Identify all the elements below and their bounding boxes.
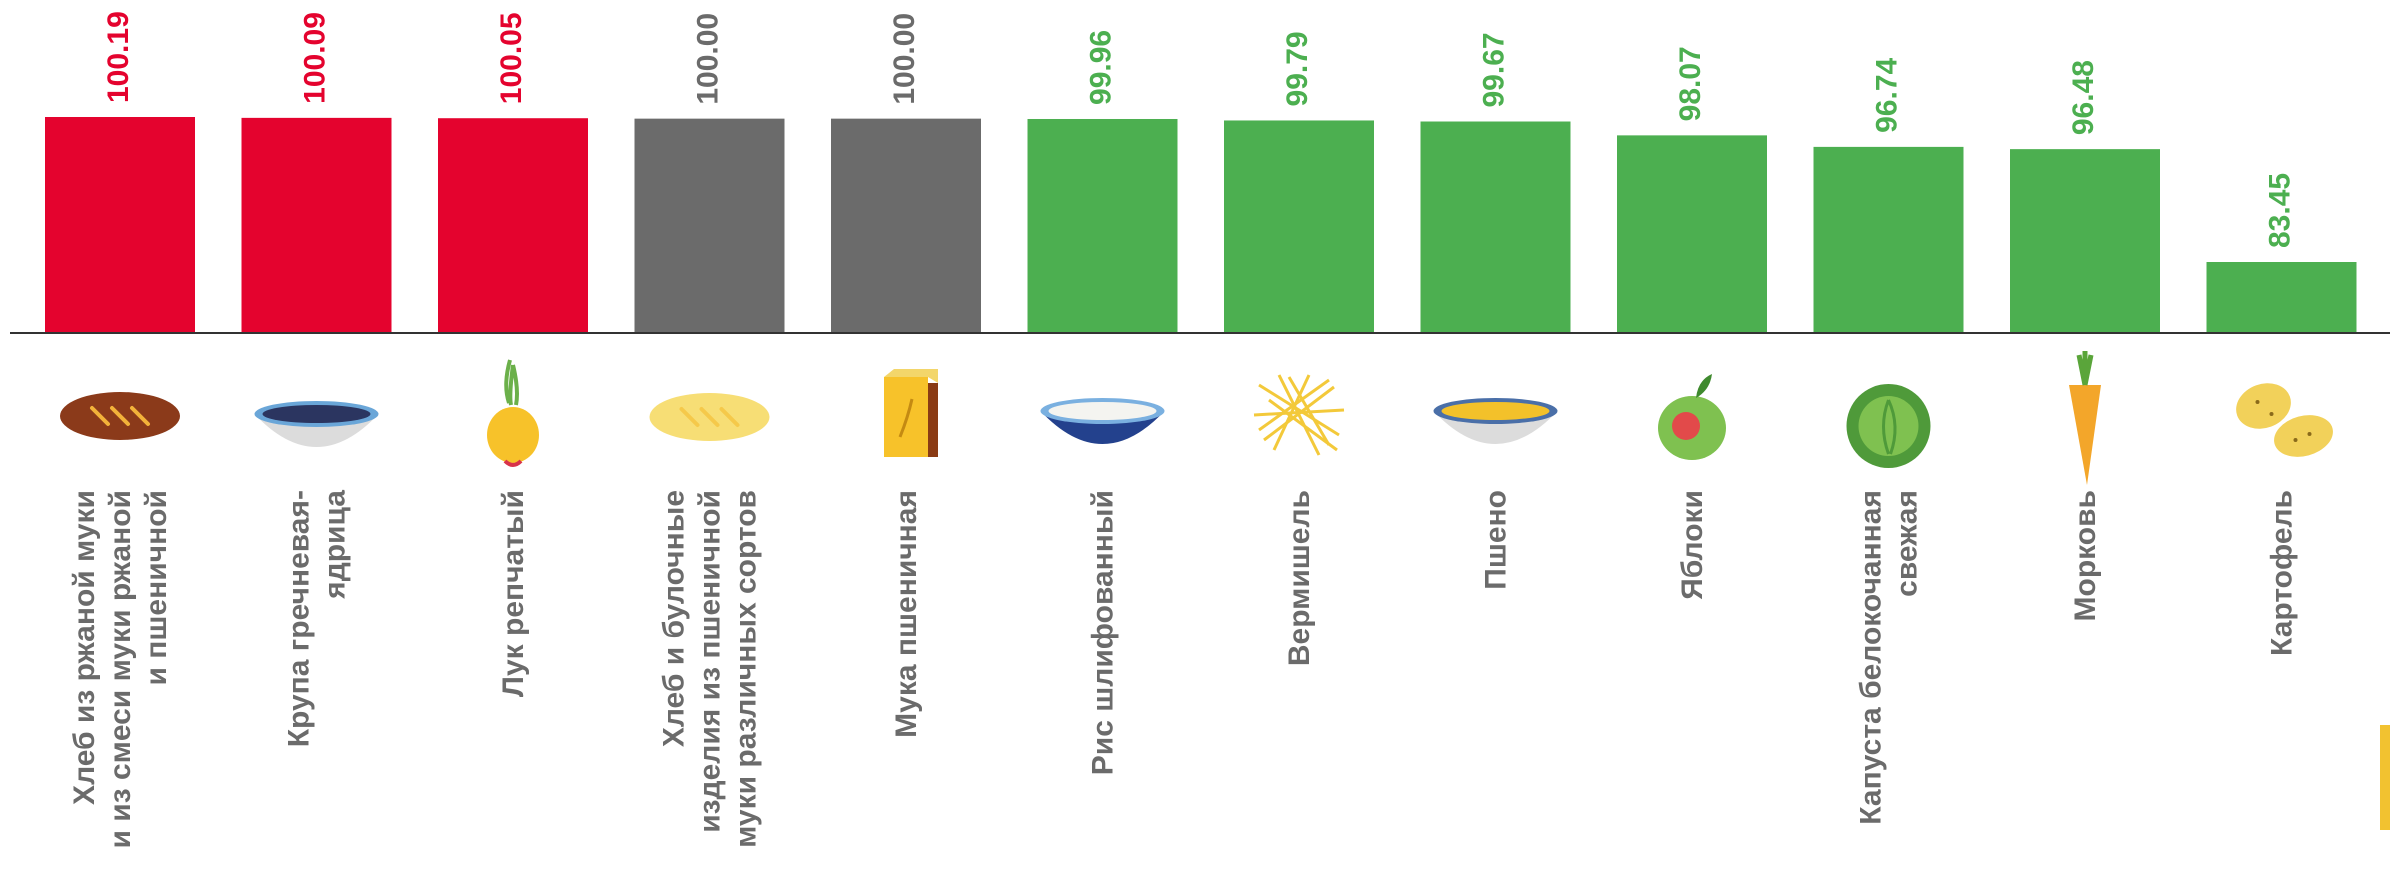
bar-4 bbox=[634, 118, 785, 334]
category-label-5: Мука пшеничная bbox=[890, 490, 923, 738]
value-label-10: 96.74 bbox=[1870, 57, 1903, 132]
bar-7 bbox=[1224, 120, 1374, 333]
rye-bread-icon bbox=[60, 392, 180, 440]
category-label-7: Вермишель bbox=[1283, 490, 1316, 666]
bar-8 bbox=[1420, 121, 1571, 333]
bar-3 bbox=[438, 118, 588, 333]
onion-icon bbox=[487, 359, 539, 467]
category-label-11: Морковь bbox=[2069, 490, 2102, 621]
carrot-icon bbox=[2069, 351, 2101, 485]
category-label-4: Хлеб и булочные изделия из пшеничной муки … bbox=[658, 490, 763, 848]
side-tab-marker bbox=[2380, 725, 2390, 830]
wheat-bread-icon bbox=[649, 393, 770, 441]
bar-12 bbox=[2206, 262, 2357, 333]
vermicelli-icon bbox=[1253, 374, 1345, 456]
millet-bowl-icon bbox=[1433, 398, 1558, 444]
value-label-4: 100.00 bbox=[691, 13, 724, 105]
category-label-12: Картофель bbox=[2266, 490, 2299, 656]
bars-group bbox=[45, 117, 2357, 334]
rice-bowl-icon bbox=[1040, 398, 1165, 444]
value-label-1: 100.19 bbox=[102, 11, 135, 103]
bar-10 bbox=[1813, 146, 1964, 333]
bar-2 bbox=[241, 117, 392, 334]
apple-icon bbox=[1658, 374, 1726, 460]
potato-icon bbox=[2236, 383, 2333, 457]
bar-1 bbox=[45, 117, 195, 333]
category-label-9: Яблоки bbox=[1676, 490, 1709, 600]
value-label-6: 99.96 bbox=[1084, 30, 1117, 105]
category-labels-group: Хлеб из ржаной муки и из смеси муки ржано… bbox=[68, 490, 2299, 849]
bar-6 bbox=[1027, 118, 1178, 333]
category-label-6: Рис шлифованный bbox=[1087, 490, 1120, 775]
value-label-9: 98.07 bbox=[1674, 46, 1707, 121]
value-label-12: 83.45 bbox=[2263, 173, 2296, 248]
value-label-7: 99.79 bbox=[1281, 31, 1314, 106]
buckwheat-bowl-icon bbox=[254, 401, 379, 447]
flour-bag-icon bbox=[884, 369, 938, 457]
bar-9 bbox=[1617, 135, 1767, 333]
category-label-1: Хлеб из ржаной муки и из смеси муки ржано… bbox=[68, 490, 173, 849]
value-label-11: 96.48 bbox=[2067, 60, 2100, 135]
category-icons-group bbox=[60, 351, 2333, 485]
value-labels-group: 100.19 100.09 100.05 100.00 100.00 99.96 99.79… bbox=[102, 11, 2297, 248]
value-label-8: 99.67 bbox=[1477, 32, 1510, 107]
value-label-5: 100.00 bbox=[888, 13, 921, 105]
category-label-2: Крупа гречневая-ядрица bbox=[283, 490, 352, 748]
value-label-3: 100.05 bbox=[495, 12, 528, 104]
value-label-2: 100.09 bbox=[298, 12, 331, 104]
bar-11 bbox=[2010, 149, 2160, 333]
cabbage-icon bbox=[1846, 384, 1931, 468]
category-label-3: Лук репчатый bbox=[497, 490, 530, 697]
category-label-10: Капуста белокочанная свежая bbox=[1855, 490, 1924, 825]
category-label-8: Пшено bbox=[1480, 490, 1513, 590]
bar-5 bbox=[831, 118, 981, 334]
